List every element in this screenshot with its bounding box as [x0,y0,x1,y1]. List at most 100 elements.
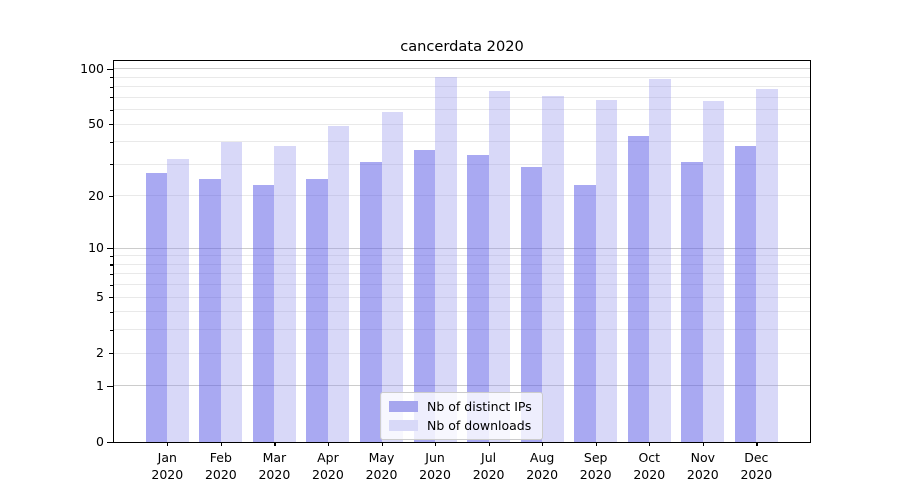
gridline-y-100 [114,68,810,70]
y-axis-tick-label-20: 20 [88,187,104,203]
bar-nb-of-downloads-sep [595,99,618,442]
x-axis-tick-mark-feb [220,442,223,446]
legend-item-downloads: Nb of downloads [389,418,532,433]
y-axis-minor-tick-4 [110,311,113,314]
bar-nb-of-downloads-may [381,112,403,442]
y-axis-tick-mark-50 [109,124,113,126]
bar-nb-of-downloads-jul [488,90,511,442]
plot-area: Nb of distinct IPs Nb of downloads [113,60,811,446]
y-axis-tick-label-50: 50 [88,116,104,132]
legend-label-distinct-ips: Nb of distinct IPs [427,399,532,414]
y-axis-minor-tick-70 [110,97,113,99]
gridline-y-90 [114,76,810,78]
y-axis-minor-tick-30 [110,164,113,166]
legend-item-distinct-ips: Nb of distinct IPs [389,399,532,414]
x-axis-tick-mark-may [381,442,383,446]
y-axis-minor-tick-8 [110,264,113,266]
bar-nb-of-downloads-oct [649,79,671,442]
x-axis-tick-label-mar: Mar 2020 [258,450,291,482]
x-axis-tick-label-jul: Jul 2020 [472,450,505,482]
x-axis-tick-label-may: May 2020 [365,450,398,482]
y-axis-tick-label-100: 100 [80,60,104,76]
bar-nb-of-distinct-ips-may [360,161,382,442]
y-axis-minor-tick-9 [110,255,113,257]
gridline-y-3 [114,329,810,331]
x-axis-tick-mark-aug [542,442,544,446]
bar-nb-of-downloads-apr [327,125,350,442]
y-axis-minor-tick-6 [110,284,113,286]
bar-nb-of-downloads-jan [167,159,189,442]
x-axis-tick-label-dec: Dec 2020 [740,450,773,482]
bar-nb-of-downloads-jun [435,77,457,442]
bar-nb-of-downloads-mar [274,145,296,442]
gridline-y-1 [114,385,810,387]
y-axis-minor-tick-80 [110,86,113,88]
bar-nb-of-downloads-nov [702,100,725,442]
gridline-y-40 [114,141,810,143]
y-axis-minor-tick-3 [110,329,113,332]
gridline-y-7 [114,273,810,275]
y-axis-tick-label-1: 1 [96,377,104,393]
x-axis-tick-mark-jan [167,442,169,446]
x-axis-tick-mark-apr [327,442,330,446]
bar-nb-of-distinct-ips-sep [574,185,596,442]
gridline-y-80 [114,86,810,88]
legend-swatch-downloads [389,420,418,431]
x-axis-tick-label-sep: Sep 2020 [579,450,612,482]
x-axis-tick-label-apr: Apr 2020 [312,450,344,482]
legend-label-downloads: Nb of downloads [427,418,532,433]
x-axis-tick-label-nov: Nov 2020 [686,450,719,482]
y-axis-tick-label-5: 5 [96,289,104,305]
y-axis-minor-tick-7 [110,273,113,276]
gridline-y-8 [114,263,810,265]
gridline-y-10 [114,247,810,249]
x-axis-tick-mark-jun [435,442,437,446]
bar-nb-of-distinct-ips-apr [306,178,328,442]
y-axis-tick-mark-1 [107,385,113,388]
bar-nb-of-distinct-ips-nov [681,161,703,442]
chart-title: cancerdata 2020 [400,38,524,55]
y-axis-tick-label-0: 0 [96,434,104,449]
y-axis-tick-mark-5 [109,297,113,299]
gridline-y-4 [114,311,810,313]
gridline-y-70 [114,96,810,98]
gridline-y-50 [114,123,810,125]
x-axis-tick-mark-jul [488,442,490,446]
x-axis-tick-mark-dec [756,442,758,446]
gridline-y-20 [114,195,810,197]
bar-nb-of-downloads-aug [542,96,564,442]
bar-nb-of-downloads-dec [756,88,778,442]
y-axis-tick-mark-100 [107,68,113,70]
legend: Nb of distinct IPs Nb of downloads [380,392,543,440]
gridline-y-6 [114,284,810,286]
y-axis-tick-mark-20 [109,195,113,197]
bar-nb-of-distinct-ips-feb [199,178,221,442]
legend-swatch-distinct-ips [389,401,418,412]
x-axis-tick-label-jun: Jun 2020 [419,450,451,482]
gridline-y-2 [114,352,810,354]
x-axis-tick-mark-sep [595,442,597,446]
bar-nb-of-distinct-ips-aug [520,167,543,442]
x-axis-tick-label-jan: Jan 2020 [151,450,184,482]
x-axis-tick-mark-nov [702,442,704,446]
x-axis-tick-mark-mar [274,442,276,446]
bar-nb-of-distinct-ips-jan [145,172,168,442]
y-axis-minor-tick-60 [110,109,113,111]
bar-nb-of-distinct-ips-jul [467,154,489,442]
bar-nb-of-downloads-feb [220,141,243,442]
y-axis-tick-mark-10 [107,248,113,250]
x-axis-tick-mark-oct [649,442,651,446]
x-axis-tick-label-feb: Feb 2020 [204,450,237,482]
y-axis-minor-tick-40 [110,141,113,143]
bar-nb-of-distinct-ips-dec [734,145,757,442]
bar-nb-of-distinct-ips-mar [252,185,275,442]
gridline-y-5 [114,296,810,298]
x-axis-tick-label-aug: Aug 2020 [526,450,559,482]
x-axis-tick-label-oct: Oct 2020 [633,450,666,482]
y-axis-minor-tick-90 [110,77,113,79]
y-axis-tick-mark-0 [107,442,113,444]
bar-nb-of-distinct-ips-jun [413,150,436,442]
y-axis-tick-label-10: 10 [88,240,104,256]
y-axis-tick-mark-2 [109,353,113,355]
